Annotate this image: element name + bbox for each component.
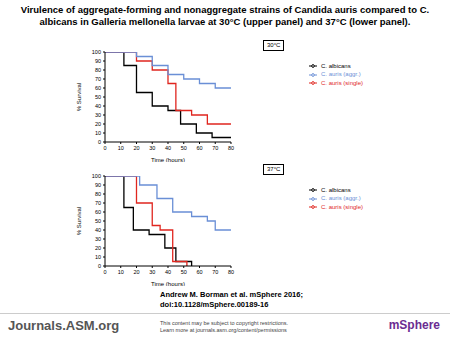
svg-text:70: 70 [212, 269, 218, 275]
svg-text:100: 100 [92, 173, 101, 179]
svg-text:10: 10 [118, 269, 124, 275]
svg-text:20: 20 [95, 245, 101, 251]
svg-text:80: 80 [228, 145, 234, 151]
svg-text:60: 60 [95, 85, 101, 91]
svg-text:20: 20 [133, 269, 139, 275]
svg-text:0: 0 [103, 145, 106, 151]
svg-text:40: 40 [95, 103, 101, 109]
html-text:C. auris (aggr.): C. auris (aggr.) [321, 195, 361, 202]
svg-text:70: 70 [95, 76, 101, 82]
svg-text:50: 50 [95, 94, 101, 100]
svg-text:70: 70 [95, 200, 101, 206]
svg-text:90: 90 [95, 182, 101, 188]
html-text:C. auris (single): C. auris (single) [321, 79, 363, 86]
html-text:30°C: 30°C [267, 42, 281, 48]
svg-text:% Survival: % Survival [76, 207, 82, 235]
svg-text:50: 50 [95, 218, 101, 224]
svg-text:80: 80 [95, 191, 101, 197]
html-text:doi:10.1128/mSphere.00189-16: doi:10.1128/mSphere.00189-16 [160, 300, 269, 309]
html-text:C. albicans: C. albicans [321, 187, 351, 193]
html-text:C. auris (single): C. auris (single) [321, 203, 363, 210]
html-text:mSphere: mSphere [388, 318, 440, 332]
svg-text:70: 70 [212, 145, 218, 151]
svg-text:Time (hours): Time (hours) [151, 157, 185, 162]
svg-text:30: 30 [149, 269, 155, 275]
svg-text:30: 30 [95, 112, 101, 118]
svg-text:50: 50 [181, 145, 187, 151]
svg-text:10: 10 [118, 145, 124, 151]
svg-text:30: 30 [149, 145, 155, 151]
svg-text:60: 60 [196, 145, 202, 151]
svg-text:0: 0 [98, 263, 101, 269]
html-text:Journals.ASM.org: Journals.ASM.org [8, 318, 120, 333]
svg-text:30: 30 [95, 236, 101, 242]
svg-text:40: 40 [165, 269, 171, 275]
svg-text:0: 0 [98, 139, 101, 145]
svg-text:50: 50 [181, 269, 187, 275]
html-text:Andrew M. Borman et al. mSpher: Andrew M. Borman et al. mSphere 2016; [160, 290, 303, 299]
svg-text:% Survival: % Survival [76, 83, 82, 111]
svg-text:40: 40 [95, 227, 101, 233]
svg-text:Time (hours): Time (hours) [151, 281, 185, 286]
svg-text:20: 20 [133, 145, 139, 151]
svg-text:80: 80 [228, 269, 234, 275]
html-text:C. auris (aggr.): C. auris (aggr.) [321, 71, 361, 78]
html-text:Learn more at journals.asm.org: Learn more at journals.asm.org/content/p… [160, 327, 287, 333]
svg-text:10: 10 [95, 254, 101, 260]
html-text:C. albicans: C. albicans [321, 63, 351, 69]
svg-text:10: 10 [95, 130, 101, 136]
svg-text:100: 100 [92, 49, 101, 55]
html-text:Virulence of aggregate-forming: Virulence of aggregate-forming and nonag… [20, 4, 430, 27]
svg-text:20: 20 [95, 121, 101, 127]
svg-text:60: 60 [196, 269, 202, 275]
html-text:This content may be subject to: This content may be subject to copyright… [160, 320, 289, 326]
svg-text:90: 90 [95, 58, 101, 64]
svg-text:60: 60 [95, 209, 101, 215]
html-text:37°C: 37°C [267, 166, 281, 172]
svg-text:40: 40 [165, 145, 171, 151]
svg-text:0: 0 [103, 269, 106, 275]
svg-text:80: 80 [95, 67, 101, 73]
